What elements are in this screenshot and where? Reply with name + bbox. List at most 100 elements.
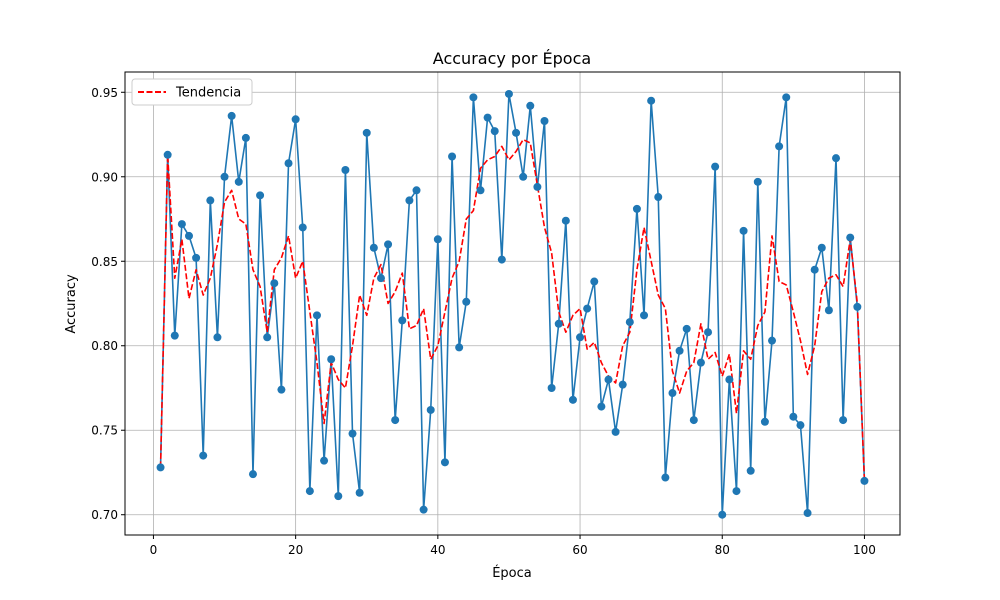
x-axis-label: Época: [492, 565, 532, 581]
accuracy-point: [398, 316, 407, 325]
accuracy-point: [213, 333, 222, 342]
accuracy-point: [618, 380, 627, 389]
accuracy-point: [782, 93, 791, 102]
accuracy-point: [711, 162, 720, 171]
plot-frame: [124, 71, 901, 536]
accuracy-point: [611, 427, 620, 436]
accuracy-point: [291, 115, 300, 124]
accuracy-point: [376, 274, 385, 283]
y-tick-label: 0.90: [91, 170, 118, 184]
accuracy-point: [789, 412, 798, 421]
accuracy-point: [625, 318, 634, 327]
x-tick-label: 60: [572, 543, 587, 557]
accuracy-point: [817, 243, 826, 252]
accuracy-point: [256, 191, 265, 200]
accuracy-point: [768, 336, 777, 345]
accuracy-point: [640, 311, 649, 320]
accuracy-point: [860, 476, 869, 485]
accuracy-point: [661, 473, 670, 482]
accuracy-point: [632, 204, 641, 213]
y-tick-label: 0.80: [91, 339, 118, 353]
accuracy-point: [448, 152, 457, 161]
accuracy-point: [412, 186, 421, 195]
accuracy-point: [846, 233, 855, 242]
accuracy-point: [362, 128, 371, 137]
accuracy-point: [497, 255, 506, 264]
accuracy-point: [384, 240, 393, 249]
accuracy-point: [206, 196, 215, 205]
accuracy-point: [689, 416, 698, 425]
accuracy-point: [455, 343, 464, 352]
accuracy-point: [654, 193, 663, 202]
accuracy-point: [704, 328, 713, 337]
accuracy-point: [341, 166, 350, 175]
accuracy-point: [775, 142, 784, 151]
accuracy-point: [554, 319, 563, 328]
tendencia-series-line: [159, 138, 866, 481]
accuracy-point: [298, 223, 307, 232]
accuracy-point: [327, 355, 336, 364]
legend-label-tendencia: Tendencia: [175, 86, 241, 101]
accuracy-point: [248, 470, 257, 479]
chart-title: Accuracy por Época: [433, 49, 591, 68]
accuracy-point: [568, 395, 577, 404]
x-tick-label: 40: [430, 543, 445, 557]
accuracy-point: [561, 216, 570, 225]
accuracy-point: [227, 111, 236, 120]
accuracy-point: [547, 383, 556, 392]
accuracy-point: [526, 101, 535, 110]
accuracy-point: [803, 509, 812, 518]
accuracy-point: [682, 324, 691, 333]
accuracy-point: [519, 172, 528, 181]
accuracy-point: [732, 487, 741, 496]
accuracy-point: [220, 172, 229, 181]
accuracy-point: [334, 492, 343, 501]
x-tick-label: 100: [853, 543, 876, 557]
accuracy-point: [668, 389, 677, 398]
accuracy-point: [369, 243, 378, 252]
accuracy-point: [440, 458, 449, 467]
accuracy-point: [234, 177, 243, 186]
accuracy-point: [270, 279, 279, 288]
y-tick-label: 0.85: [91, 255, 118, 269]
accuracy-point: [433, 235, 442, 244]
accuracy-point: [426, 405, 435, 414]
accuracy-point: [696, 358, 705, 367]
accuracy-point: [504, 89, 513, 98]
accuracy-point: [739, 226, 748, 235]
accuracy-point: [462, 297, 471, 306]
accuracy-point: [810, 265, 819, 274]
x-tick-label: 80: [715, 543, 730, 557]
accuracy-point: [796, 421, 805, 430]
accuracy-point: [483, 113, 492, 122]
accuracy-point: [853, 302, 862, 311]
accuracy-point: [192, 253, 201, 262]
accuracy-point: [576, 333, 585, 342]
accuracy-point: [647, 96, 656, 105]
accuracy-point: [533, 182, 542, 191]
accuracy-point: [824, 306, 833, 315]
y-tick-label: 0.95: [91, 86, 118, 100]
legend: Tendencia: [131, 78, 253, 106]
accuracy-point: [156, 463, 165, 472]
series-layer: [156, 89, 869, 519]
accuracy-point: [284, 159, 293, 168]
accuracy-point: [675, 346, 684, 355]
accuracy-point: [348, 429, 357, 438]
accuracy-point: [320, 456, 329, 465]
y-axis-ticks: 0.70 0.75 0.80 0.85 0.90 0.95: [91, 86, 125, 522]
accuracy-point: [305, 487, 314, 496]
accuracy-point: [170, 331, 179, 340]
x-axis-ticks: 0 20 40 60 80 100: [150, 535, 876, 557]
accuracy-point: [263, 333, 272, 342]
x-tick-label: 0: [150, 543, 158, 557]
accuracy-point: [832, 154, 841, 163]
accuracy-point: [512, 128, 521, 137]
accuracy-point: [490, 127, 499, 136]
grid: [125, 72, 900, 535]
accuracy-point: [753, 177, 762, 186]
accuracy-point: [760, 417, 769, 426]
accuracy-point: [839, 416, 848, 425]
accuracy-series-line: [159, 93, 866, 516]
accuracy-point: [476, 186, 485, 195]
